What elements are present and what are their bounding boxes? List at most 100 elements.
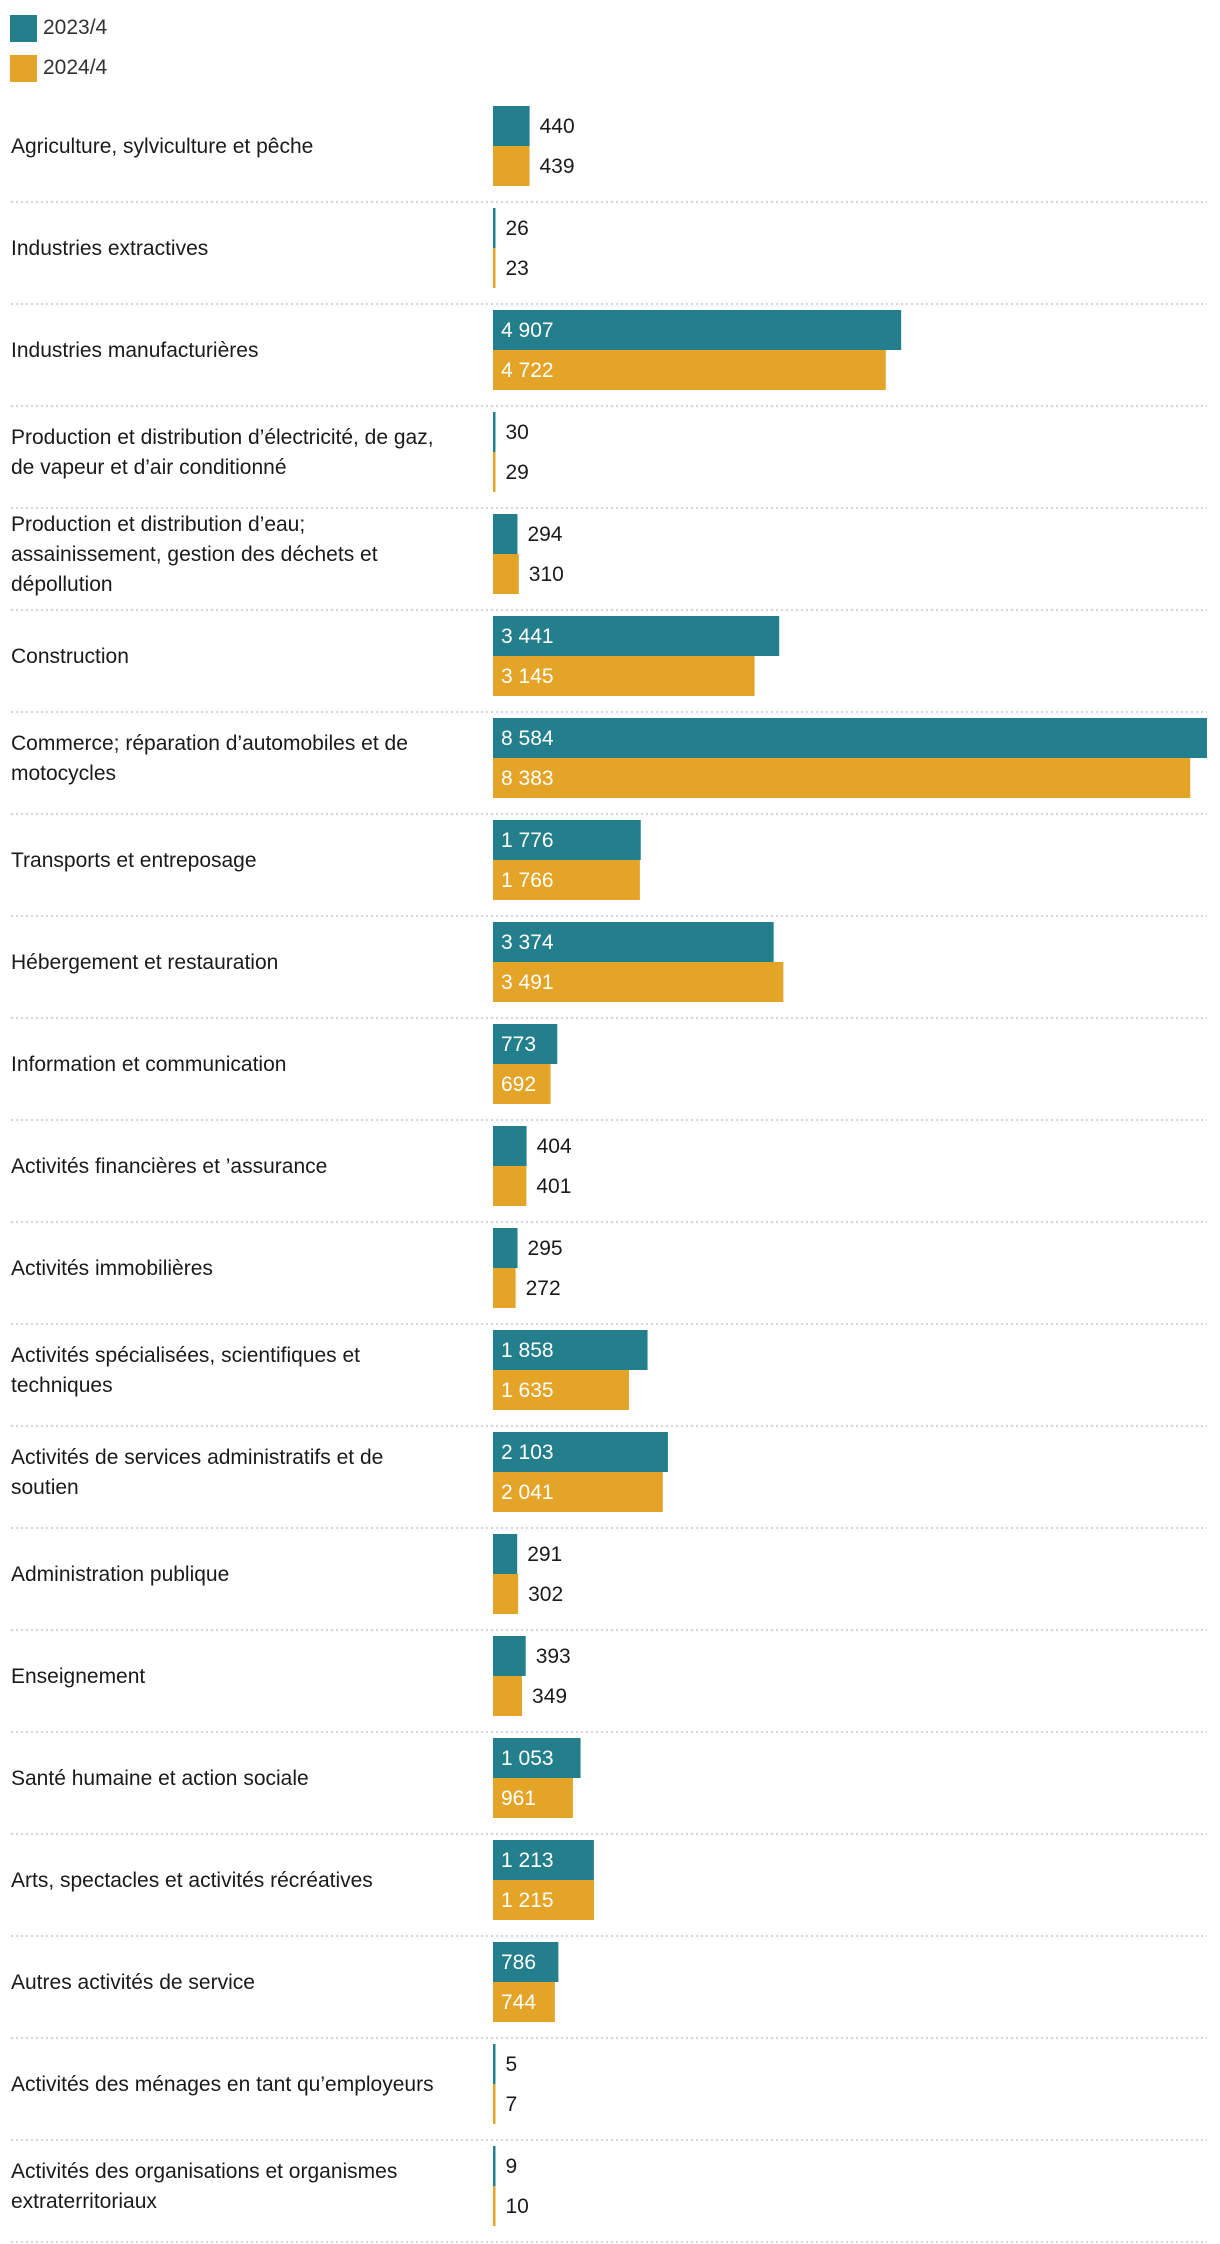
bar-2023-4 [493, 1024, 558, 1064]
category-label-line: Enseignement [11, 1665, 145, 1688]
category-label-line: dépollution [11, 573, 113, 596]
bar-2024-4 [493, 554, 519, 594]
value-label: 272 [526, 1277, 561, 1300]
bar-2024-4 [493, 1574, 519, 1614]
value-label: 1 635 [501, 1379, 554, 1402]
value-label: 295 [528, 1237, 563, 1260]
category-label-line: techniques [11, 1374, 113, 1397]
legend-item-2023[interactable]: 2023/4 [10, 8, 107, 48]
category-label: Activités de services administratifs et … [11, 1446, 383, 1499]
value-label: 401 [536, 1175, 571, 1198]
category-label-line: Activités des ménages en tant qu’employe… [11, 2073, 434, 2096]
category-label: Production et distribution d’eau; assaini… [11, 513, 378, 596]
bar-2024-4 [493, 962, 784, 1002]
bar-2024-4 [493, 2084, 496, 2124]
value-label: 7 [506, 2093, 518, 2116]
value-label: 1 858 [501, 1339, 554, 1362]
value-label: 8 584 [501, 727, 554, 750]
bar-2023-4 [493, 1738, 581, 1778]
value-label: 3 374 [501, 931, 554, 954]
category-label-line: de vapeur et d’air conditionné [11, 456, 287, 479]
value-label: 9 [506, 2155, 518, 2178]
category-label: Activités spécialisées, scientifiques et… [11, 1344, 360, 1397]
bar-2023-4 [493, 1126, 527, 1166]
bar-2023-4 [493, 1636, 526, 1676]
category-label-line: Activités financières et ’assurance [11, 1155, 327, 1178]
category-label-line: Construction [11, 645, 129, 668]
bar-2024-4 [493, 1064, 551, 1104]
bar-2023-4 [493, 106, 530, 146]
bar-2023-4 [493, 2044, 496, 2084]
category-label: Production et distribution d’électricité… [11, 426, 434, 479]
value-label: 10 [506, 2195, 529, 2218]
category-label-line: soutien [11, 1476, 79, 1499]
legend: 2023/4 2024/4 [10, 8, 107, 88]
value-label: 23 [506, 257, 529, 280]
bar-2023-4 [493, 820, 641, 860]
value-label: 4 907 [501, 319, 554, 342]
category-label-line: Hébergement et restauration [11, 951, 278, 974]
bar-2024-4 [493, 1676, 523, 1716]
value-label: 692 [501, 1073, 536, 1096]
category-label: Commerce; réparation d’automobiles et de… [11, 732, 408, 785]
legend-label-2024: 2024/4 [43, 56, 108, 79]
value-label: 1 213 [501, 1849, 554, 1872]
category-label-line: assainissement, gestion des déchets et [11, 543, 378, 566]
bar-2023-4 [493, 2146, 496, 2186]
value-label: 961 [501, 1787, 536, 1810]
value-label: 439 [540, 155, 575, 178]
value-label: 393 [536, 1645, 571, 1668]
bar-2024-4 [493, 860, 640, 900]
bar-2024-4 [493, 146, 530, 186]
category-label: Activités financières et ’assurance [11, 1155, 327, 1178]
category-label-line: Commerce; réparation d’automobiles et de [11, 732, 408, 755]
bar-2023-4 [493, 616, 780, 656]
bar-2023-4 [493, 1228, 518, 1268]
category-label: Activités des ménages en tant qu’employe… [11, 2073, 434, 2096]
value-label: 3 145 [501, 665, 554, 688]
bar-2024-4 [493, 2186, 496, 2226]
value-label: 4 722 [501, 359, 554, 382]
bar-2023-4 [493, 1840, 594, 1880]
category-label: Construction [11, 645, 129, 668]
legend-item-2024[interactable]: 2024/4 [10, 48, 107, 88]
category-label-line: Administration publique [11, 1563, 229, 1586]
bar-2024-4 [493, 1472, 663, 1512]
bar-2023-4 [493, 310, 902, 350]
category-label-line: Production et distribution d’eau; [11, 513, 305, 536]
category-label: Activités des organisations et organisme… [11, 2160, 397, 2213]
value-label: 349 [532, 1685, 567, 1708]
bar-2024-4 [493, 656, 755, 696]
value-label: 440 [540, 115, 575, 138]
category-label: Agriculture, sylviculture et pêche [11, 135, 313, 158]
value-label: 1 053 [501, 1747, 554, 1770]
bar-2023-4 [493, 514, 518, 554]
category-label-line: Industries extractives [11, 237, 208, 260]
category-label-line: extraterritoriaux [11, 2190, 157, 2213]
bar-2024-4 [493, 1880, 595, 1920]
category-label: Transports et entreposage [11, 849, 257, 872]
category-label: Administration publique [11, 1563, 229, 1586]
bar-2023-4 [493, 208, 496, 248]
bar-2024-4 [493, 248, 496, 288]
category-label-line: Arts, spectacles et activités récréative… [11, 1869, 373, 1892]
bar-2023-4 [493, 412, 496, 452]
bar-2024-4 [493, 1982, 555, 2022]
category-label-line: Activités de services administratifs et … [11, 1446, 383, 1469]
category-label-line: Production et distribution d’électricité… [11, 426, 434, 449]
value-label: 1 215 [501, 1889, 554, 1912]
category-label-line: Agriculture, sylviculture et pêche [11, 135, 313, 158]
bar-2024-4 [493, 1778, 573, 1818]
category-label: Santé humaine et action sociale [11, 1767, 309, 1790]
value-label: 302 [528, 1583, 563, 1606]
bar-2023-4 [493, 1330, 648, 1370]
category-label-line: Santé humaine et action sociale [11, 1767, 309, 1790]
value-label: 773 [501, 1033, 536, 1056]
value-label: 26 [506, 217, 529, 240]
category-label-line: Industries manufacturières [11, 339, 258, 362]
value-label: 1 776 [501, 829, 554, 852]
value-label: 404 [537, 1135, 572, 1158]
legend-swatch-2023 [10, 14, 37, 42]
category-label-line: motocycles [11, 762, 116, 785]
